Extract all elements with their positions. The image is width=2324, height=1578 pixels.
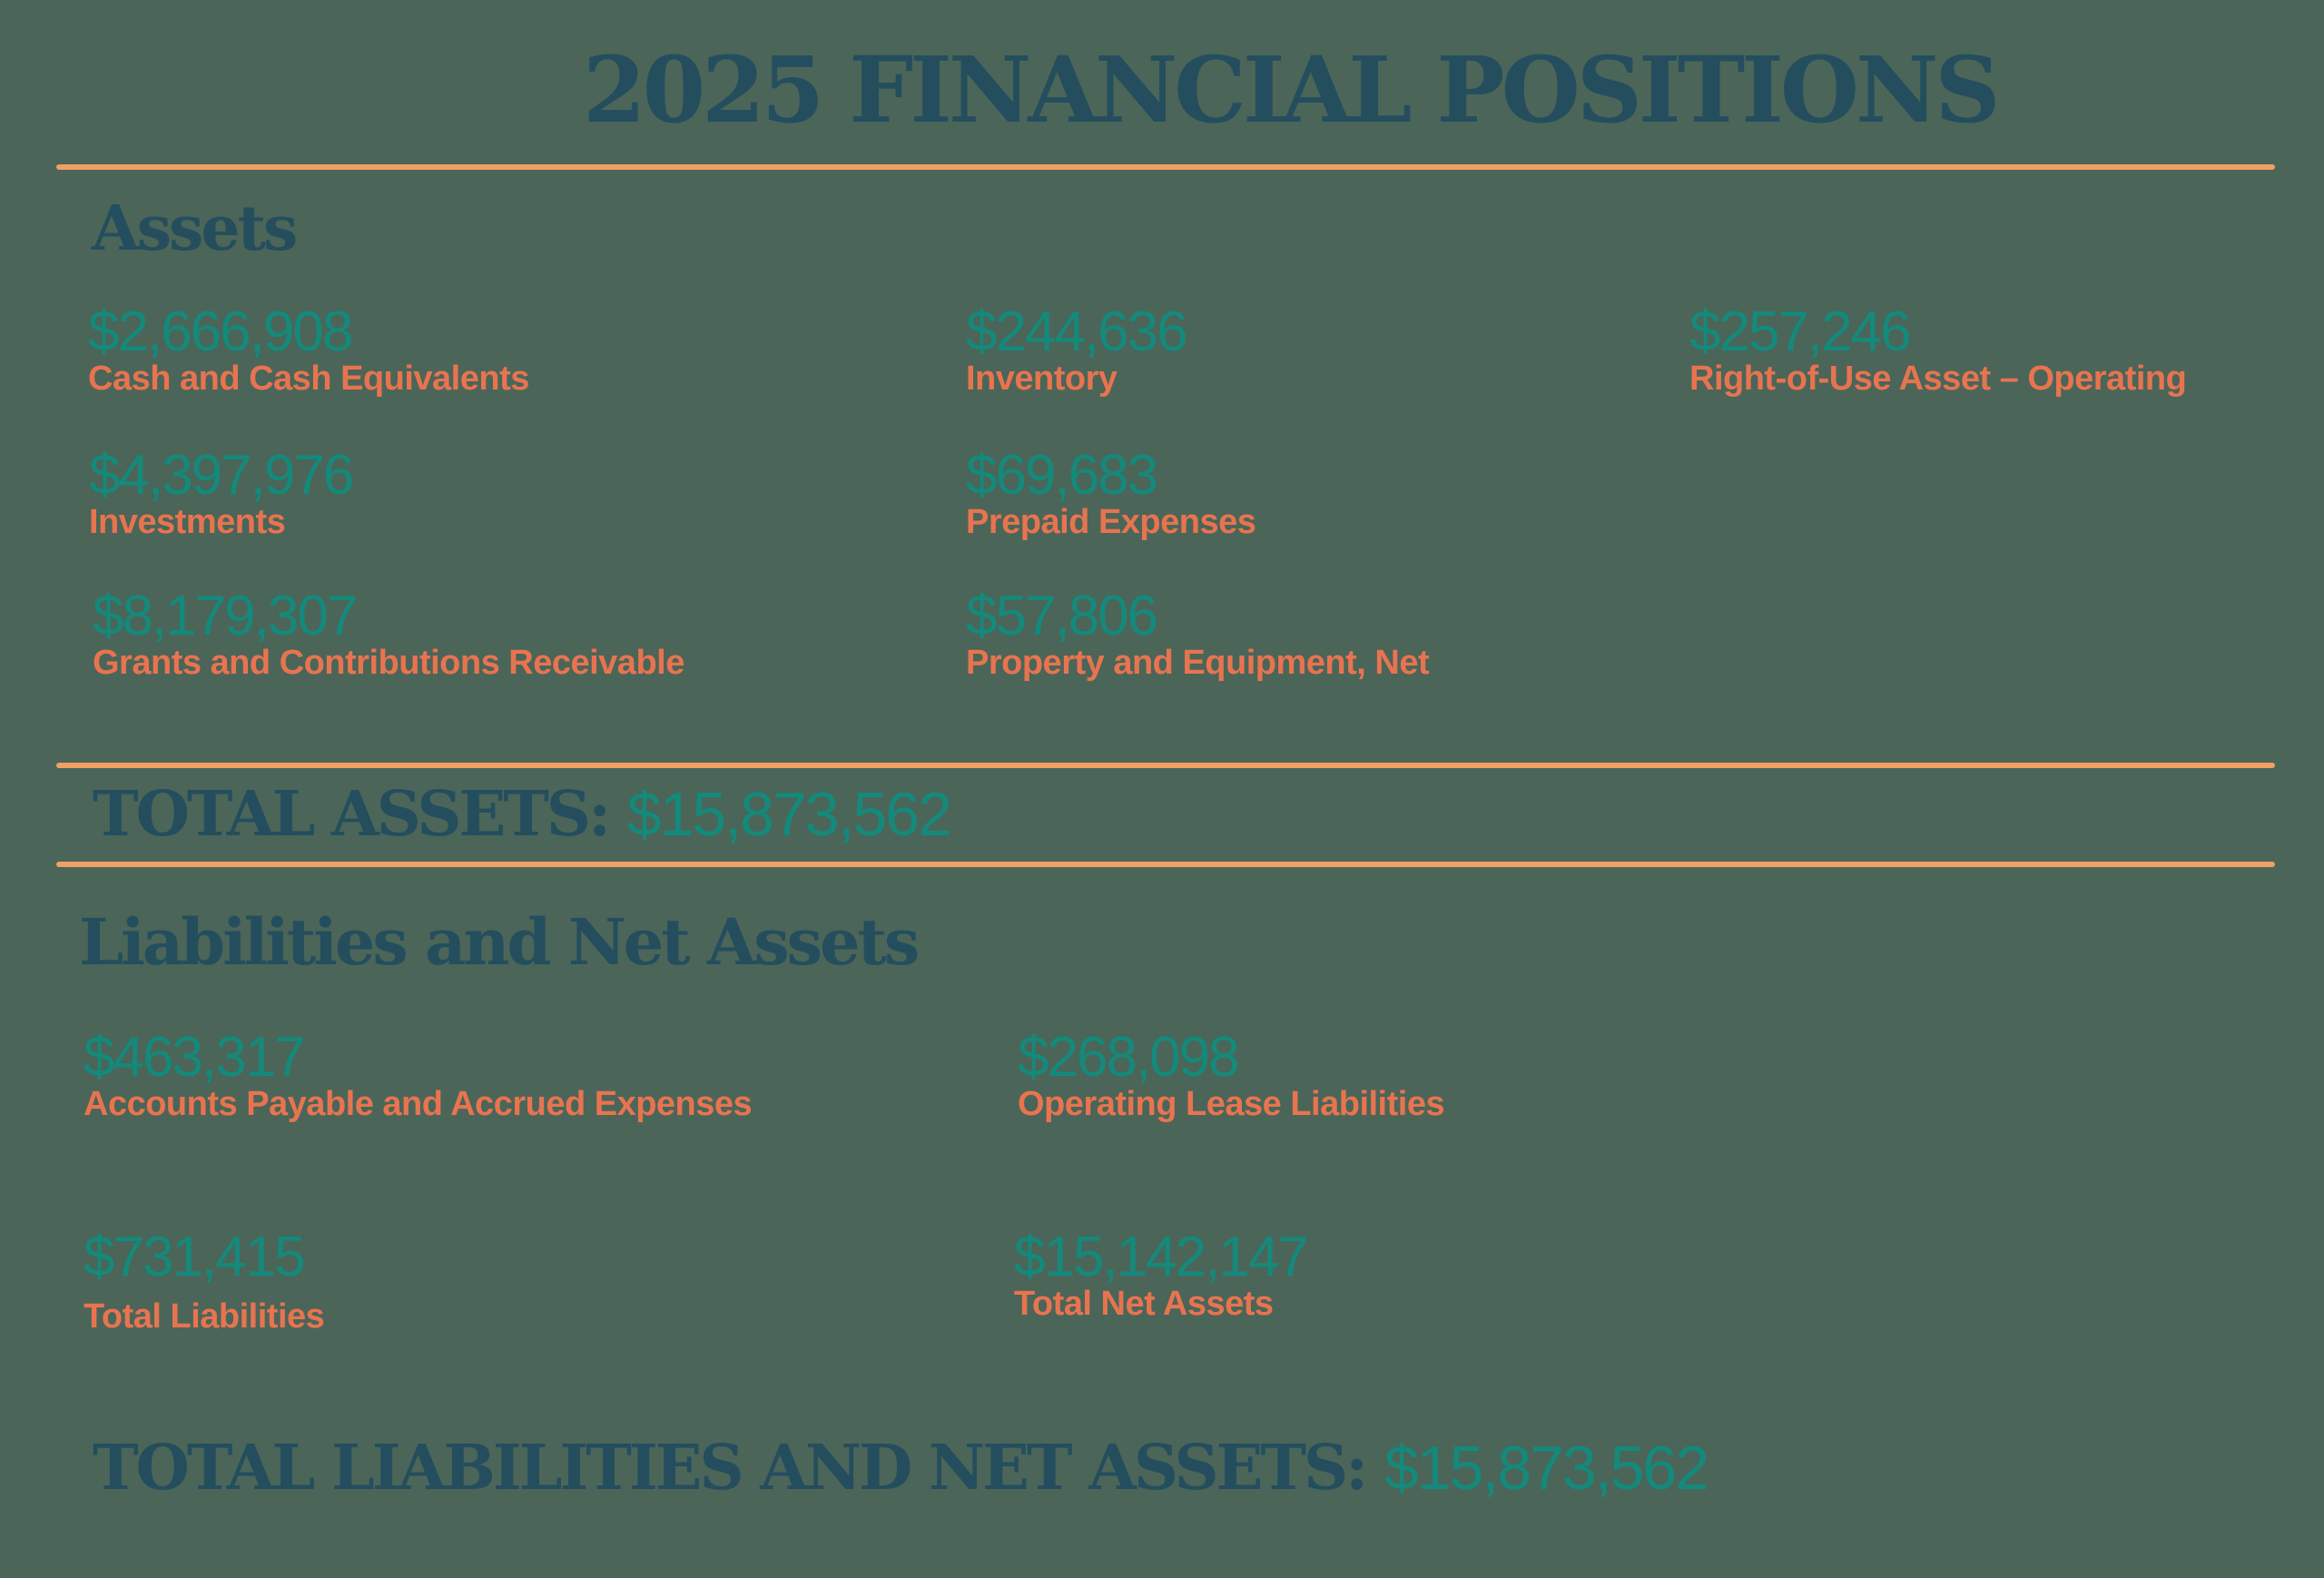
asset-label: Prepaid Expenses — [966, 503, 1256, 541]
liabilities-heading: Liabilities and Net Assets — [79, 904, 920, 980]
total-liabilities-net-assets: TOTAL LIABILITIES AND NET ASSETS: $15,87… — [93, 1432, 1709, 1504]
liability-operating-lease: $268,098 Operating Lease Liabilities — [1018, 1026, 1445, 1123]
liability-amount: $268,098 — [1018, 1026, 1240, 1089]
total-liabilities: $731,415 Total Liabilities — [84, 1226, 325, 1336]
asset-label: Grants and Contributions Receivable — [93, 644, 684, 682]
total-liabilities-net-assets-value: $15,873,562 — [1384, 1434, 1709, 1503]
total-liabilities-net-assets-label: TOTAL LIABILITIES AND NET ASSETS: — [93, 1432, 1368, 1504]
asset-amount: $244,636 — [966, 301, 1188, 363]
divider-top — [56, 164, 2275, 170]
asset-label: Right-of-Use Asset – Operating — [1689, 360, 2187, 398]
liability-label: Total Net Assets — [1014, 1285, 1274, 1323]
asset-amount: $8,179,307 — [93, 585, 358, 647]
asset-cash: $2,666,908 Cash and Cash Equivalents — [88, 301, 529, 398]
page-title: 2025 FINANCIAL POSITIONS — [583, 36, 2001, 143]
total-assets: TOTAL ASSETS: $15,873,562 — [93, 778, 952, 851]
liability-label: Total Liabilities — [84, 1297, 325, 1336]
liability-amount: $15,142,147 — [1014, 1226, 1309, 1288]
asset-label: Investments — [89, 503, 286, 541]
assets-heading: Assets — [92, 192, 298, 265]
asset-amount: $257,246 — [1689, 301, 1912, 363]
asset-amount: $2,666,908 — [88, 301, 353, 363]
asset-amount: $4,397,976 — [89, 444, 354, 507]
asset-label: Property and Equipment, Net — [966, 644, 1430, 682]
liability-label: Operating Lease Liabilities — [1018, 1085, 1445, 1123]
asset-property-equipment: $57,806 Property and Equipment, Net — [966, 585, 1430, 682]
asset-right-of-use: $257,246 Right-of-Use Asset – Operating — [1689, 301, 2187, 398]
asset-amount: $69,683 — [966, 444, 1158, 507]
divider-assets-total-top — [56, 763, 2275, 768]
asset-grants-receivable: $8,179,307 Grants and Contributions Rece… — [93, 585, 684, 682]
asset-label: Cash and Cash Equivalents — [88, 360, 529, 398]
total-net-assets: $15,142,147 Total Net Assets — [1014, 1226, 1309, 1323]
divider-assets-total-bottom — [56, 862, 2275, 867]
total-assets-label: TOTAL ASSETS: — [93, 778, 611, 851]
asset-prepaid-expenses: $69,683 Prepaid Expenses — [966, 444, 1256, 541]
liability-amount: $463,317 — [84, 1026, 306, 1089]
asset-investments: $4,397,976 Investments — [89, 444, 354, 541]
asset-amount: $57,806 — [966, 585, 1158, 647]
asset-inventory: $244,636 Inventory — [966, 301, 1188, 398]
liability-label: Accounts Payable and Accrued Expenses — [84, 1085, 753, 1123]
asset-label: Inventory — [966, 360, 1118, 398]
liability-accounts-payable: $463,317 Accounts Payable and Accrued Ex… — [84, 1026, 753, 1123]
liability-amount: $731,415 — [84, 1226, 306, 1288]
total-assets-value: $15,873,562 — [626, 780, 952, 849]
